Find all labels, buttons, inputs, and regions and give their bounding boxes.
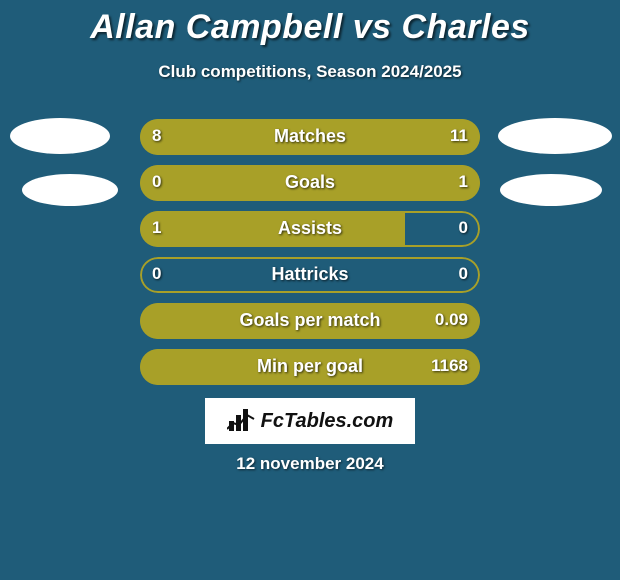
stat-value-right: 1168 (431, 356, 468, 376)
logo-icon (227, 409, 255, 433)
stat-bar-right-fill (140, 349, 480, 385)
stat-value-right: 1 (459, 172, 468, 192)
stat-bar-right-fill (140, 303, 480, 339)
stat-bar-border (140, 257, 480, 293)
stat-bar-left-fill (140, 211, 405, 247)
stats-container: 811Matches01Goals10Assists00Hattricks0.0… (0, 118, 620, 394)
stat-value-left: 0 (152, 264, 161, 284)
stat-value-right: 11 (450, 126, 468, 146)
stat-row: 0.09Goals per match (0, 302, 620, 348)
stat-row: 00Hattricks (0, 256, 620, 302)
date-text: 12 november 2024 (0, 454, 620, 474)
stat-bar-right-fill (201, 165, 480, 201)
logo-text: FcTables.com (261, 410, 394, 433)
stat-bar-track (140, 211, 480, 247)
stat-bar-track (140, 349, 480, 385)
stat-row: 811Matches (0, 118, 620, 164)
stat-bar-track (140, 119, 480, 155)
page-subtitle: Club competitions, Season 2024/2025 (0, 62, 620, 82)
page-title: Allan Campbell vs Charles (0, 8, 620, 47)
stat-value-left: 1 (152, 218, 161, 238)
stat-value-right: 0.09 (435, 310, 468, 330)
stat-row: 01Goals (0, 164, 620, 210)
logo-box: FcTables.com (205, 398, 415, 444)
stat-row: 1168Min per goal (0, 348, 620, 394)
stat-value-right: 0 (459, 218, 468, 238)
stat-bar-track (140, 165, 480, 201)
stat-value-right: 0 (459, 264, 468, 284)
stat-bar-track (140, 303, 480, 339)
stat-value-left: 8 (152, 126, 161, 146)
stat-bar-left-fill (140, 165, 201, 201)
stat-bar-track (140, 257, 480, 293)
stat-value-left: 0 (152, 172, 161, 192)
stat-row: 10Assists (0, 210, 620, 256)
